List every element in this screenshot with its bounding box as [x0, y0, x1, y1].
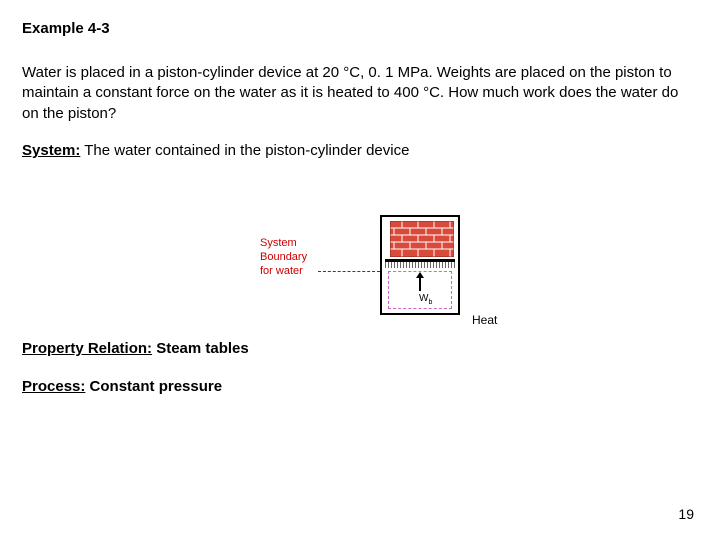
- piston-cylinder-diagram: System Boundary for water: [260, 215, 560, 335]
- property-relation-text: Steam tables: [152, 340, 249, 357]
- property-relation-line: Property Relation: Steam tables: [22, 340, 249, 357]
- boundary-caption: System Boundary for water: [260, 237, 320, 278]
- example-title: Example 4-3: [22, 20, 698, 37]
- heat-label: Heat: [472, 313, 497, 327]
- work-arrow-icon: [419, 273, 421, 291]
- cylinder: Wb: [380, 215, 460, 315]
- process-label: Process:: [22, 378, 85, 395]
- system-line: System: The water contained in the pisto…: [22, 142, 698, 159]
- page-number: 19: [678, 506, 694, 522]
- leader-line: [318, 271, 380, 272]
- problem-statement: Water is placed in a piston-cylinder dev…: [22, 63, 698, 124]
- weights-bricks: [390, 221, 450, 257]
- system-text: The water contained in the piston-cylind…: [80, 142, 409, 159]
- piston: [385, 259, 455, 268]
- process-line: Process: Constant pressure: [22, 378, 222, 395]
- system-label: System:: [22, 142, 80, 159]
- work-subscript: b: [428, 299, 432, 306]
- boundary-caption-l3: for water: [260, 265, 303, 277]
- process-text: Constant pressure: [85, 378, 222, 395]
- bricks-icon: [390, 221, 454, 257]
- property-relation-label: Property Relation:: [22, 340, 152, 357]
- work-label: Wb: [419, 293, 432, 306]
- boundary-caption-l1: System: [260, 237, 297, 249]
- boundary-caption-l2: Boundary: [260, 251, 307, 263]
